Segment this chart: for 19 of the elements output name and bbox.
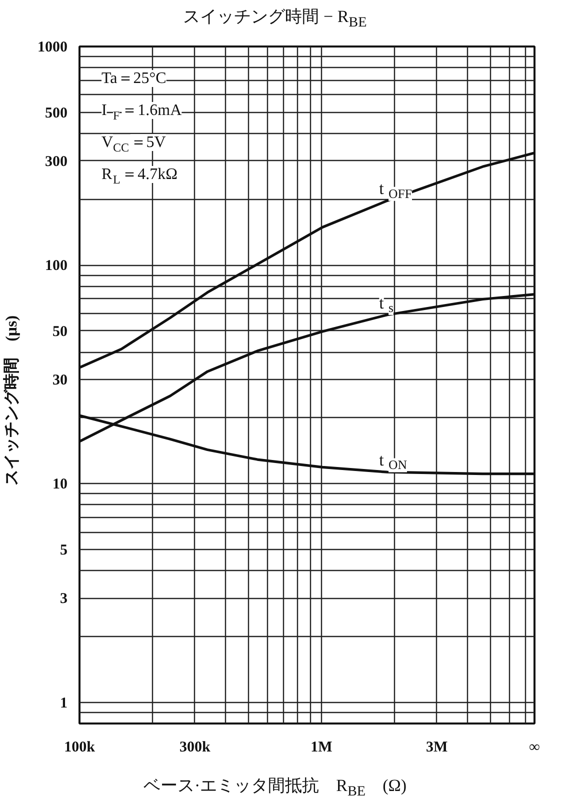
y-tick-label: 100 (45, 258, 68, 274)
x-tick-label: 3M (426, 740, 448, 756)
x-tick-label: 1M (310, 740, 332, 756)
y-tick-label: 500 (45, 105, 68, 122)
y-tick-label: 30 (52, 372, 68, 388)
y-tick-label: 10 (52, 476, 68, 493)
x-tick-label: 300k (180, 740, 211, 756)
y-tick-label: 300 (45, 154, 68, 170)
chart-title: スイッチング時間 − R$_{BE}$ (183, 6, 367, 32)
y-tick-label: 1000 (38, 40, 68, 56)
y-tick-label: 1 (60, 695, 68, 712)
y-axis-title: スイッチング時間 (μs) (2, 314, 22, 488)
x-tick-label: 100k (64, 740, 96, 756)
y-tick-label: 3 (60, 591, 68, 608)
x-tick-label: ∞ (529, 740, 540, 756)
annotation: Ta＝25°C (102, 70, 166, 87)
y-tick-label: 5 (60, 542, 68, 559)
text: ベース·エミッタ間抵抗 R$_{BE}$ (Ω) (143, 776, 407, 800)
y-tick-label: 50 (52, 324, 68, 340)
